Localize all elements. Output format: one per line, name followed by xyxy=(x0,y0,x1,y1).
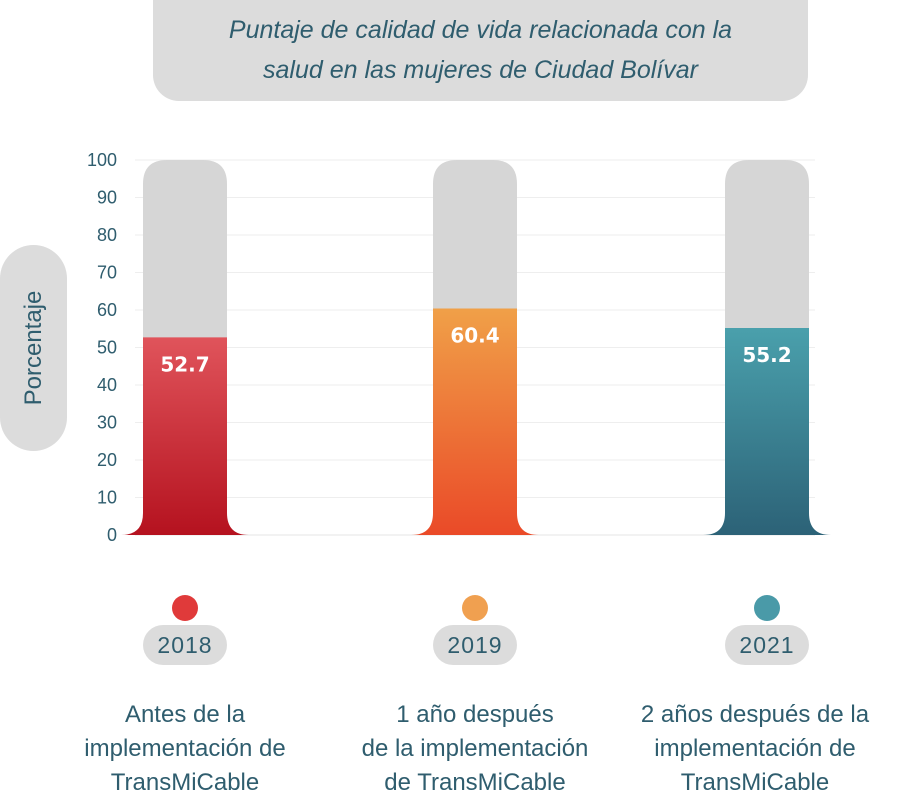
y-tick-label: 70 xyxy=(97,263,117,283)
description-line: implementación de xyxy=(654,735,856,762)
legend-dot-2019 xyxy=(462,595,488,621)
description-line: TransMiCable xyxy=(110,769,260,796)
y-tick-label: 100 xyxy=(87,150,117,170)
year-label-2018: 2018 xyxy=(143,625,227,665)
legend-dot-2018 xyxy=(172,595,198,621)
y-tick-labels: 0 10 20 30 40 50 60 70 80 90 100 xyxy=(87,150,117,545)
description-line: implementación de xyxy=(84,735,286,762)
description-line: 2 años después de la xyxy=(640,701,870,728)
bar-chart: 0 10 20 30 40 50 60 70 80 90 100 52.7 60.4 55.2 xyxy=(87,150,831,545)
data-label-2021: 55.2 xyxy=(742,343,791,367)
y-tick-label: 40 xyxy=(97,375,117,395)
y-tick-label: 30 xyxy=(97,413,117,433)
chart-title-line-1: Puntaje de calidad de vida relacionada c… xyxy=(228,16,733,44)
chart-title-line-2: salud en las mujeres de Ciudad Bolívar xyxy=(263,56,698,84)
category-description-2018: Antes de la implementación de TransMiCab… xyxy=(35,698,335,800)
description-line: TransMiCable xyxy=(680,769,830,796)
legend-dot-2021 xyxy=(754,595,780,621)
y-axis-label-box: Porcentaje xyxy=(0,245,67,451)
description-line: de TransMiCable xyxy=(384,769,566,796)
category-description-2019: 1 año después de la implementación de Tr… xyxy=(325,698,625,800)
chart-title-box: Puntaje de calidad de vida relacionada c… xyxy=(153,0,808,101)
data-label-2019: 60.4 xyxy=(450,324,499,348)
description-line: de la implementación xyxy=(361,735,589,762)
category-description-2021: 2 años después de la implementación de T… xyxy=(605,698,905,800)
y-tick-label: 60 xyxy=(97,300,117,320)
description-line: Antes de la xyxy=(124,701,246,728)
y-tick-label: 20 xyxy=(97,450,117,470)
chart-title: Puntaje de calidad de vida relacionada c… xyxy=(153,10,808,90)
year-label-2019: 2019 xyxy=(433,625,517,665)
y-tick-label: 10 xyxy=(97,488,117,508)
y-tick-label: 0 xyxy=(107,525,117,545)
y-tick-label: 90 xyxy=(97,188,117,208)
bar-2018 xyxy=(121,337,249,535)
bar-2021 xyxy=(703,328,831,535)
y-tick-label: 50 xyxy=(97,338,117,358)
year-label-2021: 2021 xyxy=(725,625,809,665)
description-line: 1 año después xyxy=(396,701,554,728)
bar-2019 xyxy=(411,308,539,535)
y-tick-label: 80 xyxy=(97,225,117,245)
data-label-2018: 52.7 xyxy=(160,352,209,376)
bars: 52.7 60.4 55.2 xyxy=(121,160,831,535)
